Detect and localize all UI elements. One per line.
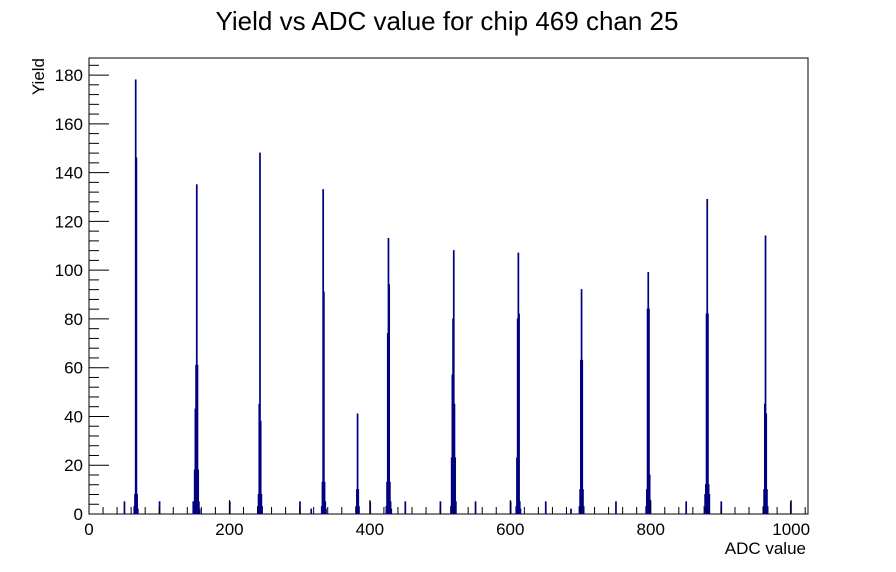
histogram-bars <box>123 79 792 515</box>
y-tick-label: 0 <box>74 505 83 524</box>
x-axis: 0 200 400 600 800 1000 <box>84 500 810 539</box>
y-tick-label: 40 <box>64 407 83 426</box>
histogram-bin <box>404 501 407 515</box>
x-axis-label: ADC value <box>725 539 806 558</box>
histogram-bin <box>136 508 139 515</box>
x-tick-label: 0 <box>84 520 93 539</box>
y-tick-label: 60 <box>64 359 83 378</box>
y-tick-label: 140 <box>55 164 83 183</box>
x-tick-label: 200 <box>215 520 243 539</box>
histogram-bin <box>261 506 263 515</box>
histogram-bin <box>198 508 201 515</box>
histogram-bin <box>388 284 391 515</box>
y-tick-label: 20 <box>64 456 83 475</box>
x-tick-label: 1000 <box>772 520 810 539</box>
histogram-bin <box>192 501 195 515</box>
histogram-bin <box>615 501 617 515</box>
histogram-bin <box>519 508 522 515</box>
y-tick-label: 120 <box>55 212 83 231</box>
histogram-bin <box>544 501 547 515</box>
histogram-bin <box>310 508 313 515</box>
y-axis-label: Yield <box>29 58 48 95</box>
histogram-bin <box>123 501 126 515</box>
plot-frame <box>88 57 809 515</box>
histogram-bin <box>708 493 711 515</box>
histogram-bin <box>325 508 327 515</box>
histogram-bin <box>685 501 688 515</box>
histogram-bin <box>570 508 572 515</box>
y-tick-label: 80 <box>64 310 83 329</box>
histogram-bin <box>390 508 393 515</box>
histogram-bin <box>358 506 360 515</box>
histogram-bin <box>518 313 520 515</box>
x-tick-label: 800 <box>637 520 665 539</box>
y-tick-label: 180 <box>55 66 83 85</box>
histogram-bin <box>582 506 585 515</box>
histogram-bin <box>707 313 709 515</box>
chart-title: Yield vs ADC value for chip 469 chan 25 <box>216 6 679 36</box>
histogram-bin <box>135 157 138 515</box>
histogram-bin <box>766 506 769 515</box>
y-axis: 0 20 40 60 80 100 120 140 160 180 <box>55 64 109 524</box>
histogram-bin <box>455 501 457 515</box>
x-tick-label: 600 <box>496 520 524 539</box>
x-tick-label: 400 <box>356 520 384 539</box>
y-tick-label: 100 <box>55 261 83 280</box>
histogram-bin <box>323 291 325 515</box>
y-tick-label: 160 <box>55 115 83 134</box>
histogram-bin <box>474 501 477 515</box>
